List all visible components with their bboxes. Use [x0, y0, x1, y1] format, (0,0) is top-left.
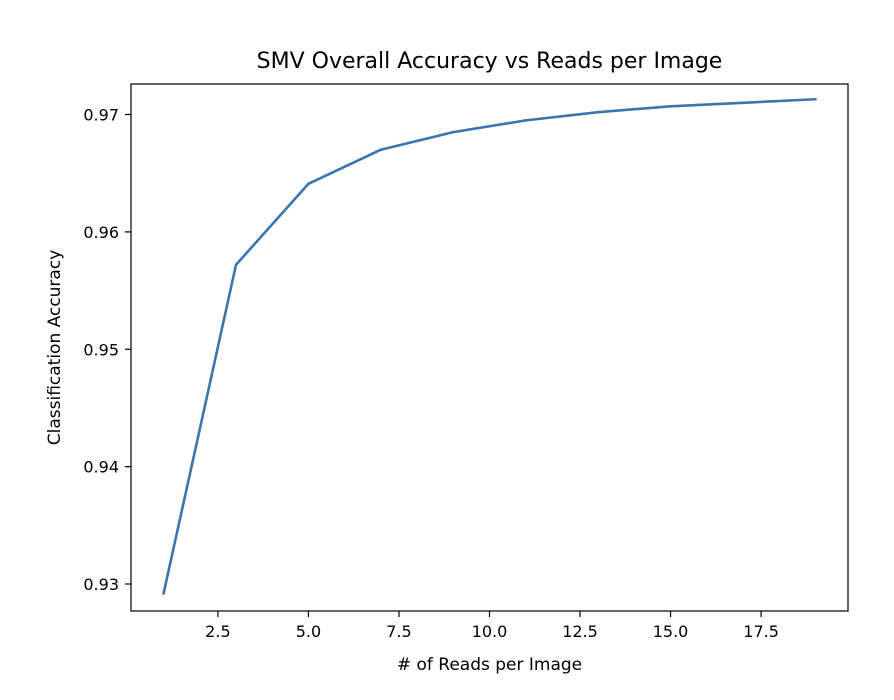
y-tick-label: 0.93	[83, 575, 119, 594]
data-point	[379, 148, 383, 152]
x-axis-ticks: 2.5 5.0 7.5 10.0 12.5 15.0 17.5	[205, 611, 779, 641]
x-axis-label: # of Reads per Image	[397, 655, 582, 675]
data-point	[307, 182, 310, 186]
x-tick-label: 5.0	[296, 622, 321, 641]
y-axis-label: Classification Accuracy	[45, 250, 65, 446]
chart-title: SMV Overall Accuracy vs Reads per Image	[257, 49, 723, 74]
y-tick-label: 0.94	[83, 458, 119, 477]
x-tick-label: 10.0	[472, 622, 508, 641]
y-tick-label: 0.96	[83, 223, 119, 242]
x-tick-label: 17.5	[743, 622, 779, 641]
y-axis-ticks: 0.93 0.94 0.95 0.96 0.97	[83, 106, 131, 594]
series-line	[162, 97, 817, 595]
x-tick-label: 2.5	[205, 622, 230, 641]
series-layer	[162, 97, 817, 595]
data-point	[669, 105, 672, 108]
x-tick-label: 15.0	[653, 622, 689, 641]
plot-frame	[130, 83, 849, 612]
data-point	[162, 592, 165, 595]
y-tick-label: 0.97	[83, 106, 119, 125]
data-point	[741, 101, 745, 105]
data-point	[596, 110, 600, 114]
y-tick-label: 0.95	[83, 340, 119, 359]
x-tick-label: 12.5	[562, 622, 598, 641]
data-point	[234, 263, 238, 267]
data-point	[814, 97, 817, 101]
data-point	[524, 119, 528, 122]
data-point	[451, 130, 455, 134]
x-tick-label: 7.5	[386, 622, 411, 641]
